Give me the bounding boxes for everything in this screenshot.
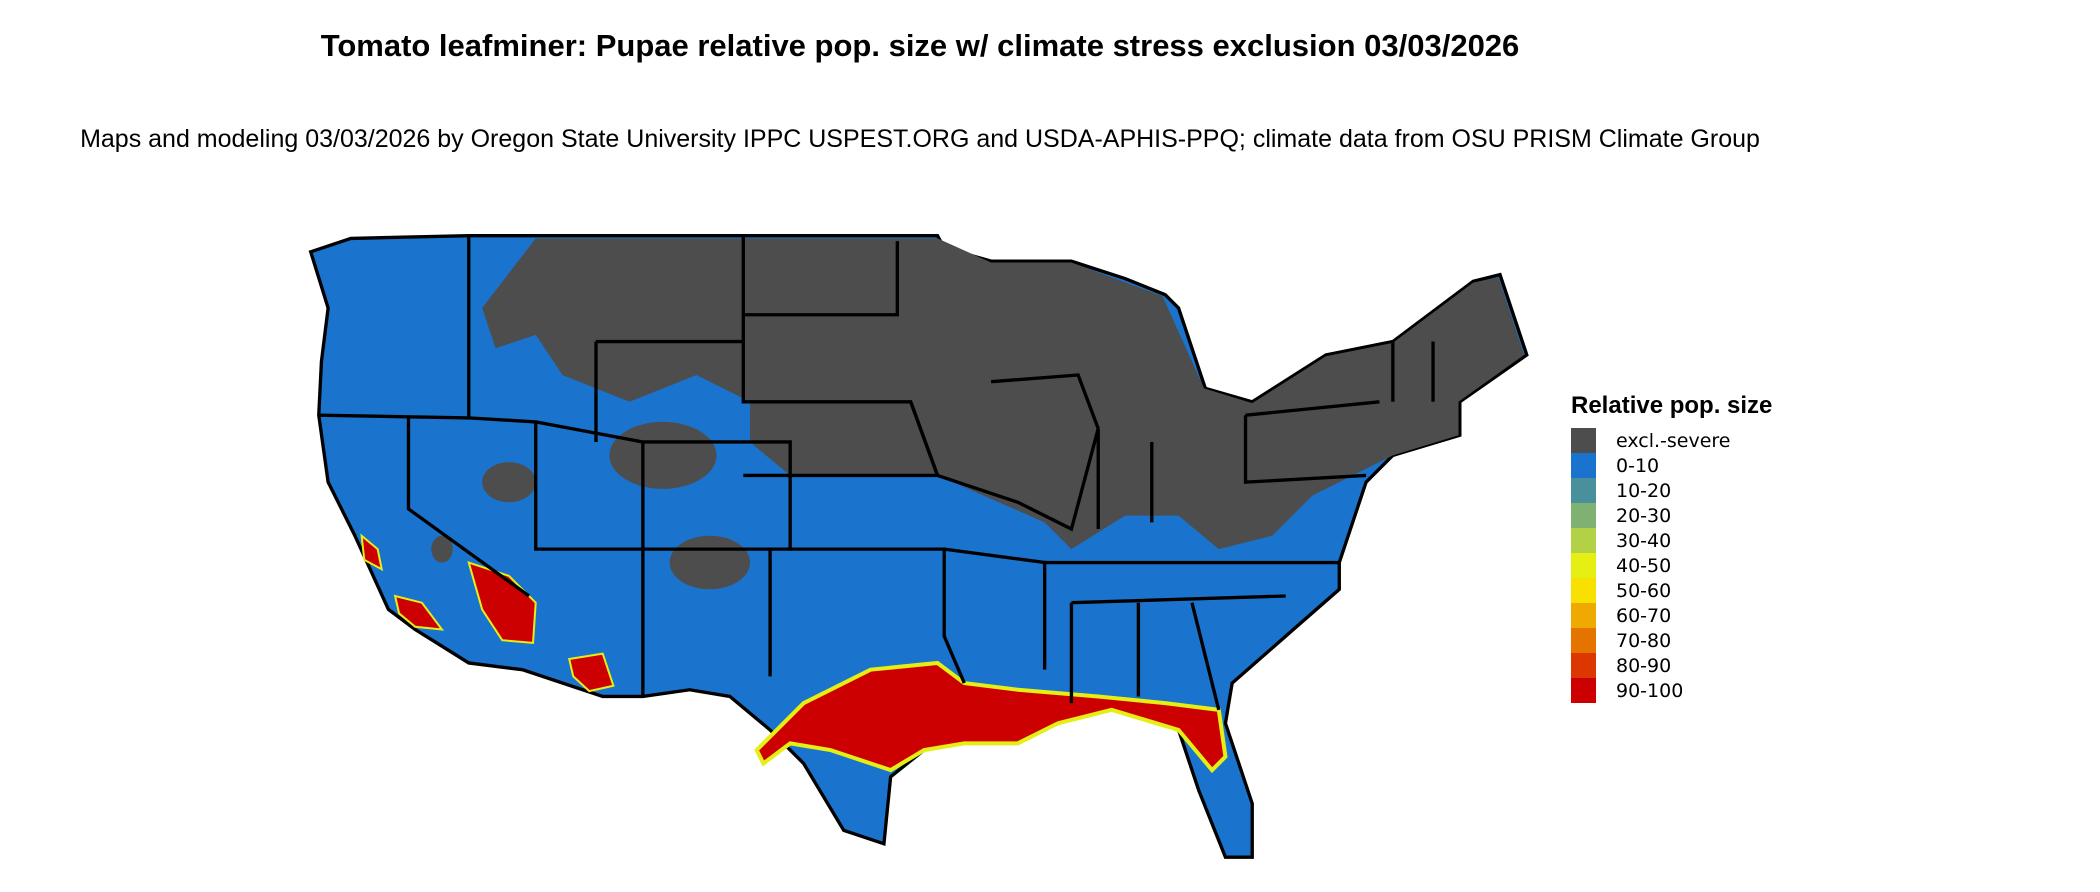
- legend-item: 60-70: [1571, 603, 1772, 628]
- legend-label: 0-10: [1616, 454, 1660, 477]
- legend-swatch: [1571, 628, 1596, 653]
- legend-label: 40-50: [1616, 554, 1672, 577]
- legend-swatch: [1571, 453, 1596, 478]
- legend-item: 0-10: [1571, 453, 1772, 478]
- legend-item: 40-50: [1571, 553, 1772, 578]
- legend-label: 60-70: [1616, 604, 1672, 627]
- legend: Relative pop. size excl.-severe 0-10 10-20…: [1571, 392, 1772, 703]
- map-title: Tomato leafminer: Pupae relative pop. si…: [320, 28, 1520, 63]
- legend-label: 20-30: [1616, 504, 1672, 527]
- state-borders: [318, 235, 1435, 711]
- legend-swatch: [1571, 578, 1596, 603]
- legend-swatch: [1571, 553, 1596, 578]
- legend-item: 80-90: [1571, 653, 1772, 678]
- legend-label: 30-40: [1616, 529, 1672, 552]
- legend-label: 10-20: [1616, 479, 1672, 502]
- high-pop-southwest-patches: [360, 533, 615, 693]
- legend-item: 70-80: [1571, 628, 1772, 653]
- legend-item: 50-60: [1571, 578, 1772, 603]
- legend-item: excl.-severe: [1571, 428, 1772, 453]
- legend-swatch: [1571, 428, 1596, 453]
- legend-item: 10-20: [1571, 478, 1772, 503]
- legend-swatch: [1571, 678, 1596, 703]
- legend-swatch: [1571, 603, 1596, 628]
- legend-label: 90-100: [1616, 679, 1684, 702]
- legend-label: 70-80: [1616, 629, 1672, 652]
- legend-label: 80-90: [1616, 654, 1672, 677]
- legend-label: 50-60: [1616, 579, 1672, 602]
- legend-swatch: [1571, 503, 1596, 528]
- legend-swatch: [1571, 478, 1596, 503]
- high-pop-gulf-region: [754, 660, 1228, 774]
- legend-item: 90-100: [1571, 678, 1772, 703]
- legend-swatch: [1571, 528, 1596, 553]
- legend-item: 20-30: [1571, 503, 1772, 528]
- legend-swatch: [1571, 653, 1596, 678]
- legend-title: Relative pop. size: [1571, 392, 1773, 419]
- map-subtitle: Maps and modeling 03/03/2026 by Oregon S…: [80, 125, 1760, 153]
- legend-label: excl.-severe: [1616, 429, 1731, 452]
- legend-item: 30-40: [1571, 528, 1772, 553]
